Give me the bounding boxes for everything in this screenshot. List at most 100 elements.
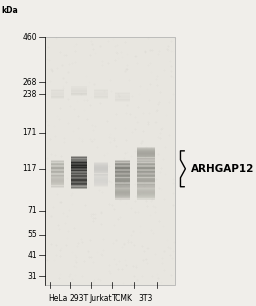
FancyBboxPatch shape (94, 91, 108, 93)
FancyBboxPatch shape (137, 180, 155, 182)
FancyBboxPatch shape (94, 165, 108, 167)
FancyBboxPatch shape (51, 167, 64, 169)
FancyBboxPatch shape (114, 188, 130, 190)
FancyBboxPatch shape (71, 181, 87, 184)
FancyBboxPatch shape (137, 197, 155, 200)
FancyBboxPatch shape (71, 172, 87, 174)
FancyBboxPatch shape (71, 174, 87, 176)
FancyBboxPatch shape (137, 184, 155, 186)
FancyBboxPatch shape (114, 190, 130, 192)
FancyBboxPatch shape (51, 95, 64, 97)
FancyBboxPatch shape (51, 171, 64, 173)
Text: 71: 71 (27, 206, 37, 215)
FancyBboxPatch shape (137, 175, 155, 177)
FancyBboxPatch shape (137, 148, 155, 150)
FancyBboxPatch shape (94, 166, 108, 168)
FancyBboxPatch shape (137, 192, 155, 194)
FancyBboxPatch shape (51, 180, 64, 182)
FancyBboxPatch shape (51, 91, 64, 92)
FancyBboxPatch shape (137, 147, 155, 149)
FancyBboxPatch shape (94, 175, 108, 177)
FancyBboxPatch shape (71, 156, 87, 158)
Text: ARHGAP12: ARHGAP12 (191, 164, 255, 174)
FancyBboxPatch shape (114, 163, 130, 165)
FancyBboxPatch shape (71, 161, 87, 162)
FancyBboxPatch shape (137, 173, 155, 175)
FancyBboxPatch shape (71, 177, 87, 180)
FancyBboxPatch shape (94, 168, 108, 170)
FancyBboxPatch shape (137, 159, 155, 161)
Text: kDa: kDa (1, 6, 18, 15)
FancyBboxPatch shape (51, 177, 64, 179)
FancyBboxPatch shape (114, 95, 130, 97)
FancyBboxPatch shape (94, 179, 108, 181)
FancyBboxPatch shape (114, 194, 130, 196)
FancyBboxPatch shape (51, 164, 64, 166)
FancyBboxPatch shape (137, 178, 155, 180)
Text: 268: 268 (23, 78, 37, 87)
FancyBboxPatch shape (114, 175, 130, 177)
FancyBboxPatch shape (114, 180, 130, 182)
FancyBboxPatch shape (71, 166, 87, 167)
FancyBboxPatch shape (137, 150, 155, 152)
FancyBboxPatch shape (71, 183, 87, 185)
FancyBboxPatch shape (114, 167, 130, 169)
Text: 41: 41 (27, 251, 37, 260)
FancyBboxPatch shape (137, 181, 155, 184)
FancyBboxPatch shape (71, 170, 87, 172)
FancyBboxPatch shape (94, 164, 108, 166)
FancyBboxPatch shape (114, 172, 130, 174)
FancyBboxPatch shape (71, 175, 87, 177)
FancyBboxPatch shape (137, 156, 155, 159)
FancyBboxPatch shape (71, 179, 87, 181)
FancyBboxPatch shape (137, 163, 155, 165)
FancyBboxPatch shape (137, 196, 155, 199)
FancyBboxPatch shape (114, 174, 130, 176)
FancyBboxPatch shape (51, 174, 64, 176)
FancyBboxPatch shape (51, 160, 64, 162)
FancyBboxPatch shape (51, 96, 64, 98)
FancyBboxPatch shape (114, 166, 130, 168)
FancyBboxPatch shape (114, 184, 130, 186)
FancyBboxPatch shape (51, 163, 64, 165)
FancyBboxPatch shape (51, 166, 64, 168)
FancyBboxPatch shape (137, 154, 155, 156)
FancyBboxPatch shape (94, 180, 108, 182)
FancyBboxPatch shape (94, 170, 108, 172)
FancyBboxPatch shape (71, 174, 87, 176)
FancyBboxPatch shape (114, 178, 130, 180)
Text: 31: 31 (27, 272, 37, 281)
FancyBboxPatch shape (137, 194, 155, 196)
FancyBboxPatch shape (94, 174, 108, 177)
FancyBboxPatch shape (137, 172, 155, 174)
Text: 460: 460 (22, 33, 37, 42)
FancyBboxPatch shape (51, 94, 64, 95)
FancyBboxPatch shape (71, 90, 87, 91)
FancyBboxPatch shape (114, 181, 130, 184)
Text: 293T: 293T (70, 294, 89, 303)
FancyBboxPatch shape (114, 195, 130, 197)
FancyBboxPatch shape (137, 193, 155, 195)
FancyBboxPatch shape (114, 160, 130, 162)
FancyBboxPatch shape (94, 163, 108, 165)
FancyBboxPatch shape (114, 192, 130, 194)
FancyBboxPatch shape (94, 95, 108, 97)
FancyBboxPatch shape (137, 158, 155, 160)
FancyBboxPatch shape (114, 197, 130, 200)
FancyBboxPatch shape (51, 178, 64, 180)
FancyBboxPatch shape (137, 155, 155, 158)
FancyBboxPatch shape (114, 171, 130, 173)
FancyBboxPatch shape (94, 171, 108, 174)
FancyBboxPatch shape (114, 196, 130, 199)
FancyBboxPatch shape (137, 190, 155, 192)
FancyBboxPatch shape (71, 184, 87, 186)
FancyBboxPatch shape (94, 182, 108, 184)
FancyBboxPatch shape (94, 94, 108, 95)
FancyBboxPatch shape (51, 175, 64, 177)
FancyBboxPatch shape (71, 164, 87, 166)
FancyBboxPatch shape (137, 183, 155, 185)
FancyBboxPatch shape (51, 182, 64, 184)
FancyBboxPatch shape (137, 179, 155, 181)
FancyBboxPatch shape (114, 173, 130, 175)
FancyBboxPatch shape (71, 180, 87, 182)
